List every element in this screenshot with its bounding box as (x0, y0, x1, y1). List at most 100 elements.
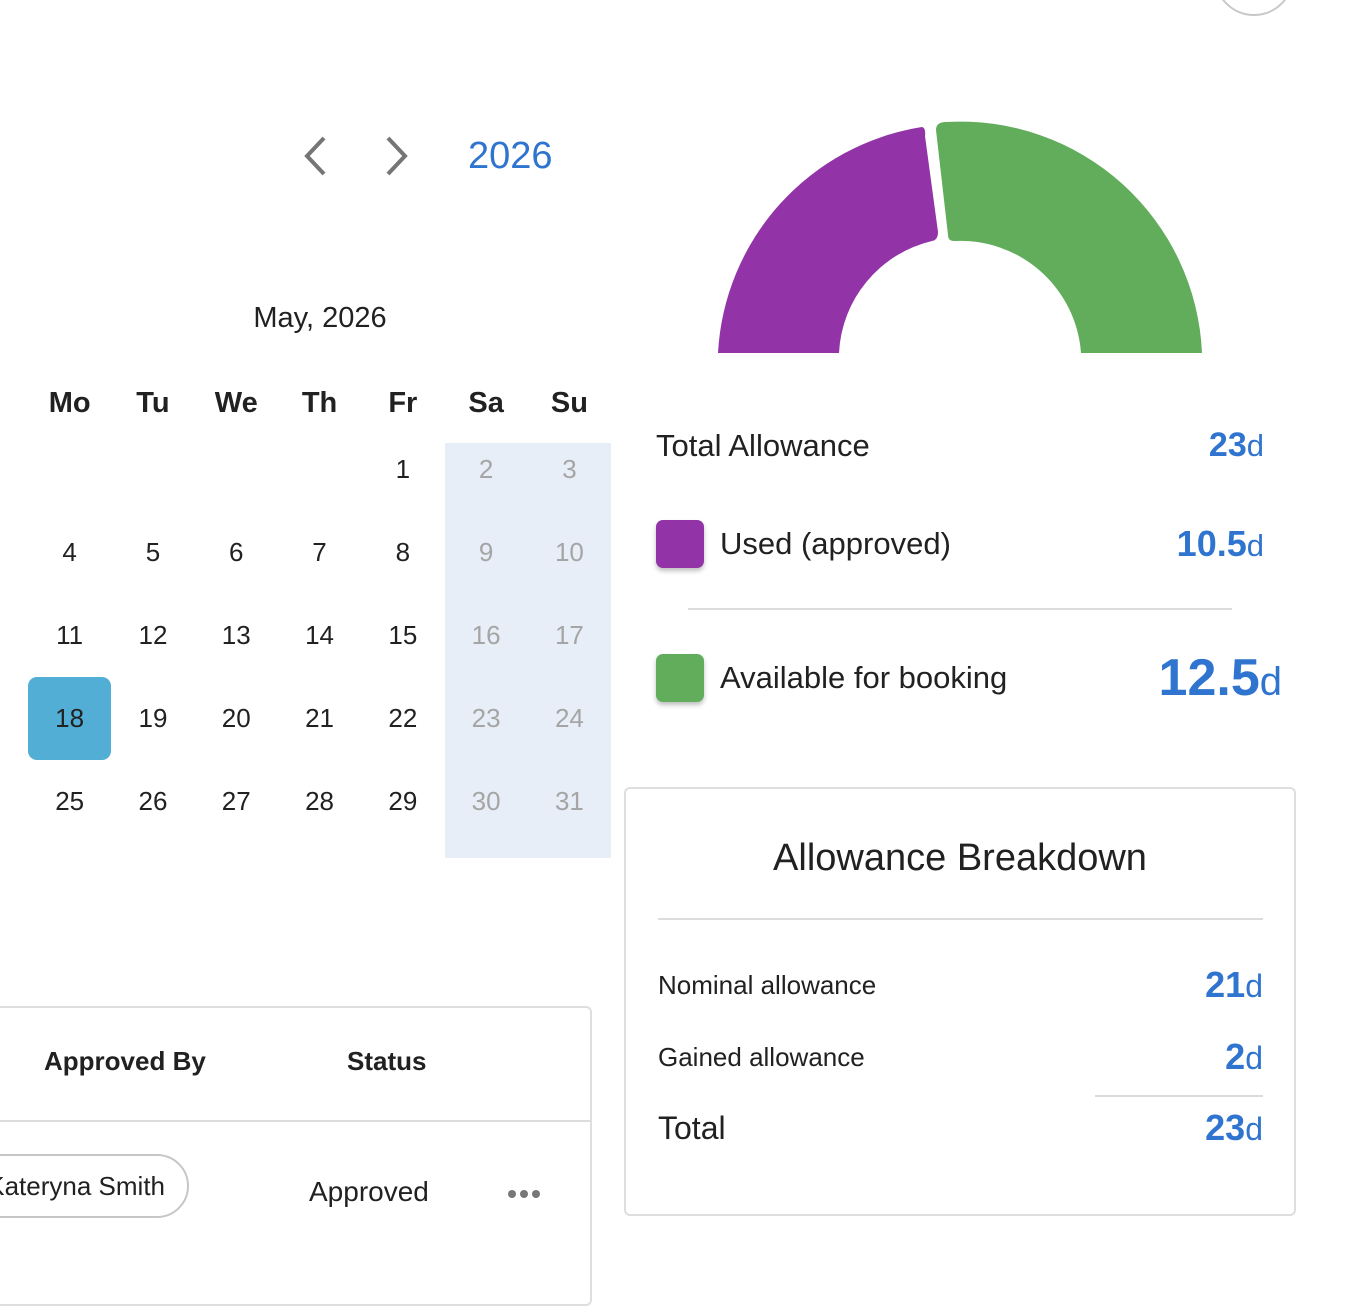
more-horizontal-icon (520, 1190, 528, 1198)
value-unit: d (1245, 1040, 1263, 1076)
value-unit: d (1245, 968, 1263, 1004)
chevron-left-icon (304, 136, 326, 176)
available-legend-swatch (656, 654, 704, 702)
value-number: 21 (1205, 964, 1246, 1005)
row-value: 23d (1205, 1107, 1263, 1149)
calendar-day-today[interactable]: 18 (28, 677, 112, 760)
calendar-day[interactable]: 28 (305, 786, 334, 816)
row-label: Nominal allowance (658, 969, 877, 1000)
sum-divider (1095, 1095, 1263, 1097)
nominal-allowance-row: Nominal allowance 21d (658, 964, 1263, 1006)
calendar-day[interactable]: 1 (395, 454, 411, 484)
calendar-day[interactable]: 14 (305, 620, 334, 650)
more-horizontal-icon (532, 1190, 540, 1198)
month-calendar: Mo Tu We Th Fr Sa Su 1 2 3 4 5 6 7 8 9 1… (28, 378, 611, 843)
calendar-day[interactable]: 2 (478, 454, 494, 484)
value-number: 23 (1205, 1107, 1246, 1148)
value-unit: d (1246, 528, 1264, 563)
breakdown-total-row: Total 23d (658, 1107, 1263, 1149)
allowance-breakdown-card: Allowance Breakdown Nominal allowance 21… (624, 787, 1296, 1216)
calendar-day[interactable]: 23 (471, 703, 501, 733)
calendar-day[interactable]: 4 (62, 537, 77, 567)
available-segment[interactable] (936, 121, 1202, 353)
row-value: 21d (1205, 964, 1263, 1006)
calendar-day[interactable]: 17 (554, 620, 584, 650)
calendar-day[interactable]: 8 (395, 537, 411, 567)
status-cell: Approved (309, 1176, 429, 1207)
calendar-day[interactable]: 5 (145, 537, 161, 567)
total-allowance-value: 23d (1209, 426, 1264, 465)
used-legend-swatch (656, 520, 704, 568)
calendar-day[interactable]: 13 (221, 620, 251, 650)
year-label[interactable]: 2026 (468, 135, 553, 177)
weekday-header: Tu (136, 386, 170, 419)
weekday-header: Fr (388, 386, 418, 419)
gained-allowance-row: Gained allowance 2d (658, 1036, 1263, 1078)
weekday-header: Sa (468, 386, 504, 419)
used-approved-label: Used (approved) (720, 526, 951, 561)
today-marker: 18 (28, 677, 112, 760)
card-title: Allowance Breakdown (773, 837, 1147, 879)
used-approved-value: 10.5d (1177, 523, 1264, 565)
calendar-day[interactable]: 20 (221, 703, 251, 733)
next-year-button[interactable] (376, 134, 416, 178)
row-value: 2d (1225, 1036, 1263, 1078)
calendar-day[interactable]: 21 (305, 703, 334, 733)
calendar-day[interactable]: 10 (554, 537, 584, 567)
value-number: 23 (1208, 426, 1247, 464)
calendar-day[interactable]: 22 (388, 703, 418, 733)
approver-chip[interactable]: Kateryna Smith (0, 1154, 189, 1218)
column-header-status[interactable]: Status (347, 1046, 427, 1076)
calendar-day[interactable]: 30 (471, 786, 501, 816)
calendar-blank (28, 428, 111, 511)
calendar-day[interactable]: 24 (554, 703, 584, 733)
weekday-header: Su (550, 386, 588, 419)
available-row: Available for booking 12.5d (656, 648, 1282, 708)
previous-year-button[interactable] (296, 134, 336, 178)
calendar-blank (278, 428, 361, 511)
column-header-approved-by[interactable]: Approved By (44, 1046, 206, 1076)
value-number: 2 (1225, 1036, 1246, 1077)
used-segment[interactable] (718, 127, 938, 353)
card-divider (658, 918, 1263, 920)
calendar-day[interactable]: 3 (562, 454, 577, 484)
weekend-highlight (445, 443, 611, 858)
calendar-day[interactable]: 15 (388, 620, 418, 650)
calendar-day[interactable]: 19 (138, 703, 168, 733)
chevron-right-icon (386, 136, 408, 176)
value-unit: d (1259, 660, 1282, 704)
more-horizontal-icon (508, 1190, 516, 1198)
available-value: 12.5d (1159, 648, 1282, 708)
value-unit: d (1246, 428, 1264, 463)
value-unit: d (1245, 1111, 1263, 1147)
calendar-day[interactable]: 27 (221, 786, 251, 816)
calendar-day[interactable]: 9 (478, 537, 494, 567)
month-title-text: May, 2026 (253, 302, 387, 334)
calendar-day[interactable]: 29 (388, 786, 418, 816)
row-actions-button[interactable] (500, 1178, 548, 1210)
calendar-blank (195, 428, 278, 511)
calendar-day[interactable]: 16 (471, 620, 501, 650)
calendar-day[interactable]: 6 (229, 537, 244, 567)
month-title: May, 2026 (0, 302, 640, 335)
avatar-button[interactable] (1214, 0, 1294, 16)
weekday-header: We (214, 386, 258, 419)
calendar-day[interactable]: 25 (55, 786, 85, 816)
calendar-day[interactable]: 26 (138, 786, 168, 816)
calendar-day[interactable]: 12 (138, 620, 168, 650)
total-allowance-label: Total Allowance (656, 427, 870, 463)
allowance-half-donut-chart (718, 121, 1202, 353)
calendar-day[interactable]: 11 (56, 620, 84, 650)
row-label: Gained allowance (658, 1041, 865, 1072)
summary-divider (688, 608, 1232, 610)
value-number: 12.5 (1158, 649, 1260, 707)
used-approved-row: Used (approved) 10.5d (656, 520, 1264, 568)
weekday-header: Mo (48, 386, 91, 419)
total-allowance-row: Total Allowance 23d (656, 426, 1264, 465)
table-header-divider (0, 1120, 590, 1122)
value-number: 10.5 (1176, 523, 1247, 564)
calendar-day[interactable]: 7 (312, 537, 327, 567)
available-label: Available for booking (720, 660, 1008, 695)
calendar-day[interactable]: 31 (554, 786, 584, 816)
calendar-blank (111, 428, 194, 511)
